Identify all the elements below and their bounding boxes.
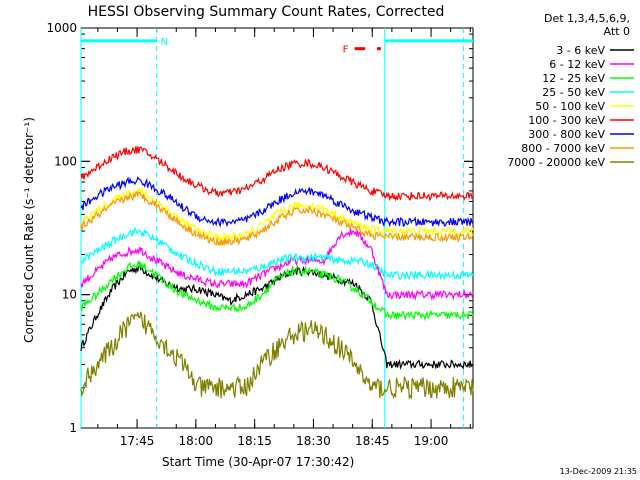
legend-entry-label: 300 - 800 keV [528,128,605,141]
y-tick-label: 100 [54,154,77,168]
series-line [80,260,474,322]
legend-entry-label: 800 - 7000 keV [521,142,605,155]
legend-entry-label: 100 - 300 keV [528,114,605,127]
legend-header: Att 0 [604,25,630,38]
legend-entry-label: 50 - 100 keV [535,100,605,113]
annotation-label: F [343,45,349,56]
series-line [80,186,474,243]
x-tick-label: 19:00 [414,434,449,448]
legend-header: Det 1,3,4,5,6,9, [544,12,630,25]
x-tick-label: 18:30 [296,434,331,448]
y-tick-label: 1 [69,421,77,435]
plot-area: 1 10 100 1000 17:45 18:00 18:15 18:30 18:45 19:00… [46,21,474,448]
y-axis-label: Corrected Count Rate (s⁻¹ detector⁻¹) [22,117,36,343]
legend-entry-label: 6 - 12 keV [549,58,605,71]
chart-title: HESSI Observing Summary Count Rates, Cor… [88,4,445,20]
legend-entry-label: 12 - 25 keV [542,72,605,85]
footer-timestamp: 13-Dec-2009 21:35 [560,467,637,476]
series-line [80,226,474,281]
y-tick-label: 1000 [46,21,77,35]
y-tick-label: 10 [62,288,77,302]
x-tick-label: 18:00 [179,434,214,448]
x-tick-label: 17:45 [120,434,155,448]
x-tick-label: 18:15 [237,434,272,448]
series-line [80,261,474,370]
series-line [80,190,474,247]
annotation-label: N [161,37,168,48]
legend-entry-label: 3 - 6 keV [556,44,605,57]
legend-entry-label: 25 - 50 keV [542,86,605,99]
series-line [80,176,474,228]
x-tick-label: 18:45 [355,434,390,448]
legend-entry-label: 7000 - 20000 keV [507,156,605,169]
series-line [80,311,474,400]
series-line [80,228,474,301]
series-line [80,146,474,202]
x-axis-label: Start Time (30-Apr-07 17:30:42) [162,455,354,469]
